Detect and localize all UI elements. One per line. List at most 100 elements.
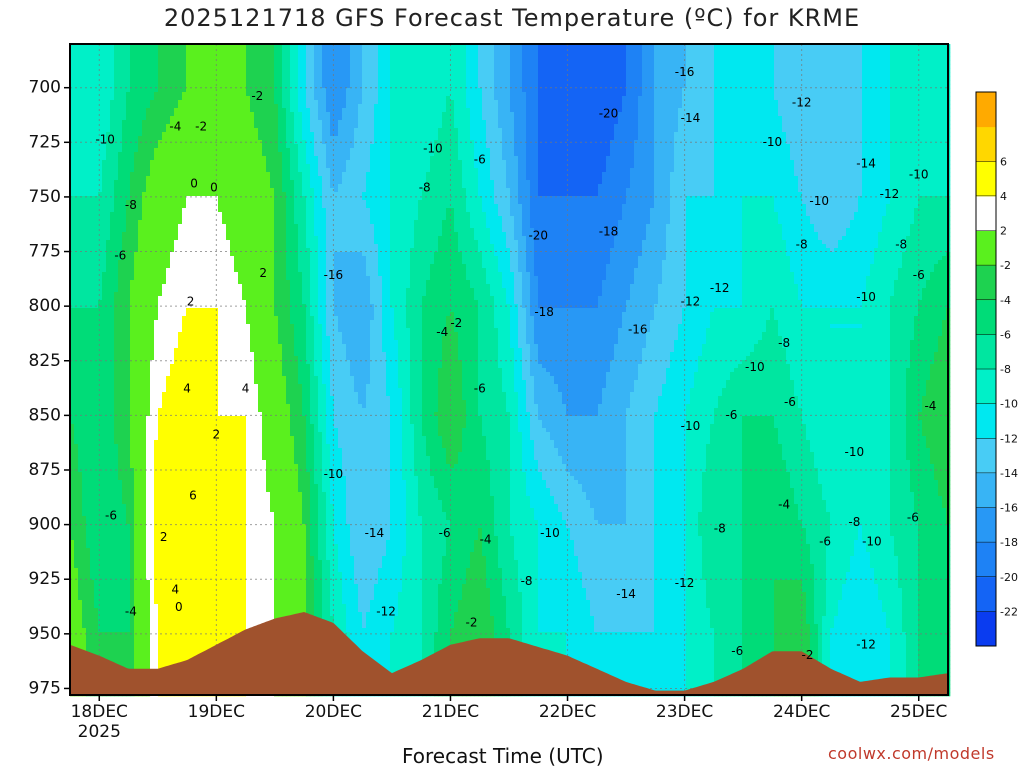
temperature-cell [82, 48, 86, 52]
temperature-cell [534, 52, 538, 56]
temperature-cell [782, 60, 786, 64]
temperature-cell [414, 60, 418, 64]
temperature-cell [510, 56, 514, 60]
temperature-cell [706, 52, 710, 56]
temperature-cell [770, 52, 774, 56]
temperature-cell [634, 52, 638, 56]
temperature-cell [350, 52, 354, 56]
temperature-cell [234, 60, 238, 64]
temperature-cell [666, 60, 670, 64]
temperature-cell [426, 56, 430, 60]
temperature-cell [858, 52, 862, 56]
temperature-cell [766, 52, 770, 56]
temperature-cell [282, 56, 286, 60]
temperature-cell [486, 48, 490, 52]
temperature-cell [194, 52, 198, 56]
temperature-cell [382, 60, 386, 64]
temperature-cell [122, 52, 126, 56]
temperature-cell [866, 60, 870, 64]
temperature-cell [774, 60, 778, 64]
temperature-cell [462, 48, 466, 52]
temperature-cell [198, 60, 202, 64]
temperature-cell [910, 56, 914, 60]
temperature-cell [242, 48, 246, 52]
temperature-cell [210, 52, 214, 56]
temperature-cell [646, 52, 650, 56]
temperature-cell [886, 60, 890, 64]
temperature-cell [458, 56, 462, 60]
temperature-cell [502, 48, 506, 52]
temperature-cell [742, 60, 746, 64]
temperature-cell [138, 52, 142, 56]
temperature-cell [746, 52, 750, 56]
temperature-cell [202, 64, 206, 68]
temperature-cell [194, 60, 198, 64]
temperature-cell [846, 60, 850, 64]
temperature-cell [898, 48, 902, 52]
temperature-cell [146, 48, 150, 52]
temperature-cell [870, 60, 874, 64]
temperature-cell [118, 52, 122, 56]
temperature-cell [738, 60, 742, 64]
temperature-cell [630, 60, 634, 64]
temperature-cell [854, 60, 858, 64]
temperature-cell [154, 60, 158, 64]
temperature-cell [502, 60, 506, 64]
temperature-cell [182, 60, 186, 64]
temperature-cell [934, 52, 938, 56]
temperature-cell [874, 48, 878, 52]
temperature-cell [854, 48, 858, 52]
temperature-cell [534, 60, 538, 64]
temperature-cell [82, 56, 86, 60]
temperature-cell [326, 48, 330, 52]
temperature-cell [90, 48, 94, 52]
temperature-cell [554, 56, 558, 60]
temperature-cell [902, 56, 906, 60]
temperature-cell [322, 48, 326, 52]
temperature-cell [926, 56, 930, 60]
temperature-cell [362, 60, 366, 64]
temperature-cell [310, 48, 314, 52]
temperature-cell [202, 48, 206, 52]
temperature-cell [886, 56, 890, 60]
temperature-cell [670, 56, 674, 60]
temperature-cell [726, 48, 730, 52]
temperature-cell [722, 52, 726, 56]
temperature-cell [234, 64, 238, 68]
temperature-cell [902, 48, 906, 52]
temperature-cell [194, 48, 198, 52]
temperature-cell [138, 56, 142, 60]
temperature-cell [750, 56, 754, 60]
temperature-cell [810, 48, 814, 52]
temperature-cell [414, 56, 418, 60]
temperature-cell [242, 60, 246, 64]
temperature-cell [170, 56, 174, 60]
temperature-cell [834, 52, 838, 56]
temperature-cell [134, 60, 138, 64]
temperature-cell [402, 52, 406, 56]
temperature-cell [114, 48, 118, 52]
temperature-cell [762, 60, 766, 64]
temperature-cell [866, 56, 870, 60]
temperature-cell [226, 64, 230, 68]
temperature-cell [318, 64, 322, 68]
temperature-cell [694, 52, 698, 56]
temperature-cell [314, 60, 318, 64]
temperature-cell [570, 52, 574, 56]
temperature-cell [398, 56, 402, 60]
temperature-cell [490, 56, 494, 60]
temperature-cell [298, 60, 302, 64]
temperature-cell [118, 56, 122, 60]
temperature-cell [106, 64, 110, 68]
temperature-cell [294, 52, 298, 56]
temperature-cell [150, 64, 154, 68]
temperature-cell [230, 56, 234, 60]
temperature-cell [162, 56, 166, 60]
temperature-cell [566, 56, 570, 60]
temperature-cell [122, 48, 126, 52]
temperature-cell [430, 52, 434, 56]
temperature-cell [334, 64, 338, 68]
temperature-cell [154, 56, 158, 60]
temperature-cell [410, 60, 414, 64]
temperature-cell [410, 56, 414, 60]
